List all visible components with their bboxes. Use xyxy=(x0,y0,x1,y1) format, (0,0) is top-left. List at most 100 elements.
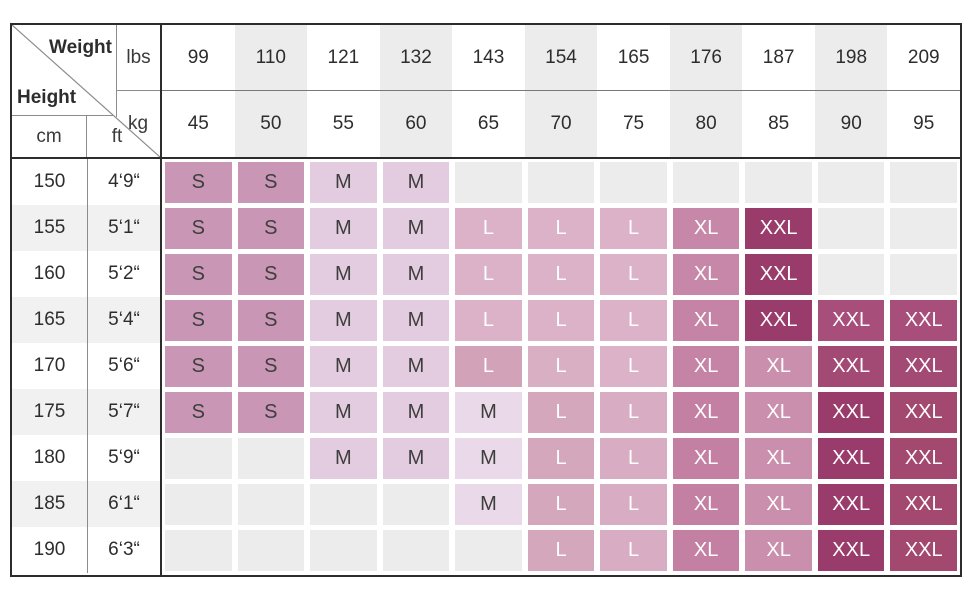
size-cell: S xyxy=(162,251,235,297)
size-cell-block: XXL xyxy=(817,483,885,525)
size-cell-block: M xyxy=(310,299,377,341)
size-cell: L xyxy=(597,481,670,527)
empty-cell xyxy=(887,251,960,297)
size-cell: L xyxy=(525,389,598,435)
corner-header: Weight Height lbs kg cm ft xyxy=(12,25,160,157)
weight-lbs-value: 121 xyxy=(307,25,380,91)
empty-cell xyxy=(307,481,380,527)
weight-lbs-value: 143 xyxy=(452,25,525,91)
height-ft-value: 5‘6“ xyxy=(87,343,160,389)
size-cell-block: M xyxy=(310,253,377,295)
size-cell: L xyxy=(452,205,525,251)
size-cell: M xyxy=(307,205,380,251)
size-cell: XL xyxy=(670,481,743,527)
height-ft-value: 5‘7“ xyxy=(87,389,160,435)
weight-lbs-value: 132 xyxy=(379,25,453,91)
empty-cell-block xyxy=(890,161,958,203)
weight-column-header: 209 95 xyxy=(887,25,961,157)
size-cell: S xyxy=(235,159,308,205)
empty-cell-block xyxy=(310,529,377,571)
empty-cell xyxy=(452,159,525,205)
size-grid-row: S S M M L L L XL XXL XXL XXL xyxy=(162,297,960,343)
weight-column-header: 176 80 xyxy=(669,25,743,157)
height-row-header: 155 5‘1“ xyxy=(12,205,160,251)
empty-cell-block xyxy=(237,529,305,571)
size-cell: L xyxy=(452,343,525,389)
size-cell: L xyxy=(525,343,598,389)
size-grid-row: M L L XL XL XXL XXL xyxy=(162,481,960,527)
empty-cell-block xyxy=(165,529,232,571)
size-cell-block: L xyxy=(527,345,595,387)
size-cell-block: XXL xyxy=(745,299,812,341)
size-cell: M xyxy=(452,389,525,435)
weight-column-header: 143 65 xyxy=(452,25,525,157)
size-cell-block: M xyxy=(310,437,377,479)
weight-lbs-value: 154 xyxy=(524,25,598,91)
size-cell: L xyxy=(452,297,525,343)
size-cell-block: M xyxy=(382,437,450,479)
size-cell: XXL xyxy=(815,481,888,527)
size-cell-block: L xyxy=(600,483,667,525)
size-cell-block: S xyxy=(237,391,305,433)
size-cell-block: S xyxy=(237,345,305,387)
height-cm-value: 175 xyxy=(33,401,66,422)
size-cell: M xyxy=(307,435,380,481)
empty-cell xyxy=(815,205,888,251)
size-cell: S xyxy=(162,297,235,343)
size-cell-block: XL xyxy=(672,529,740,571)
weight-kg-value: 50 xyxy=(260,113,282,134)
size-cell: XL xyxy=(670,435,743,481)
size-cell-block: XL xyxy=(672,437,740,479)
height-ft-value: 6‘1“ xyxy=(87,481,160,527)
weight-lbs-value: 187 xyxy=(742,25,815,91)
size-cell-block: S xyxy=(165,299,232,341)
weight-kg-value: 85 xyxy=(768,113,790,134)
empty-cell-block xyxy=(527,161,595,203)
size-cell-block: L xyxy=(600,207,667,249)
empty-cell xyxy=(887,205,960,251)
size-cell: M xyxy=(452,435,525,481)
empty-cell-block xyxy=(890,253,958,295)
height-cm-value: 155 xyxy=(33,217,66,238)
size-cell-block: M xyxy=(382,207,450,249)
height-row-header: 185 6‘1“ xyxy=(12,481,160,527)
size-cell-block: M xyxy=(310,345,377,387)
weight-lbs-value: 165 xyxy=(597,25,670,91)
size-cell-block: L xyxy=(600,299,667,341)
size-cell-block: XXL xyxy=(890,483,958,525)
size-cell-block: M xyxy=(382,391,450,433)
size-cell-block: XL xyxy=(672,207,740,249)
empty-cell-block xyxy=(672,161,740,203)
size-cell: L xyxy=(525,251,598,297)
size-cell: L xyxy=(525,205,598,251)
weight-kg-value: 95 xyxy=(913,113,935,134)
height-cm-value: 165 xyxy=(33,309,66,330)
size-cell-block: XL xyxy=(672,299,740,341)
size-cell-block: XL xyxy=(745,483,812,525)
size-cell: XXL xyxy=(887,481,960,527)
empty-cell xyxy=(162,527,235,573)
weight-lbs-value: 176 xyxy=(669,25,743,91)
size-cell-block: S xyxy=(237,299,305,341)
height-ft-value: 5‘9“ xyxy=(87,435,160,481)
size-cell-block: XL xyxy=(672,483,740,525)
size-cell-block: XL xyxy=(672,345,740,387)
empty-cell xyxy=(742,159,815,205)
weight-kg-value: 75 xyxy=(622,113,645,134)
size-cell-block: S xyxy=(237,161,305,203)
size-cell: L xyxy=(525,297,598,343)
size-cell: S xyxy=(235,389,308,435)
height-axis-label: Height xyxy=(17,87,77,108)
height-row-header: 180 5‘9“ xyxy=(12,435,160,481)
size-cell: L xyxy=(597,297,670,343)
size-cell-block: L xyxy=(527,207,595,249)
height-ft-value: 5‘1“ xyxy=(87,205,160,251)
size-cell: M xyxy=(380,389,453,435)
weight-kg-value: 90 xyxy=(840,113,862,134)
size-cell-block: L xyxy=(527,529,595,571)
size-cell: XL xyxy=(670,251,743,297)
size-cell: XXL xyxy=(887,343,960,389)
size-grid-row: L L XL XL XXL XXL xyxy=(162,527,960,573)
size-cell: L xyxy=(597,435,670,481)
size-cell: XXL xyxy=(815,297,888,343)
